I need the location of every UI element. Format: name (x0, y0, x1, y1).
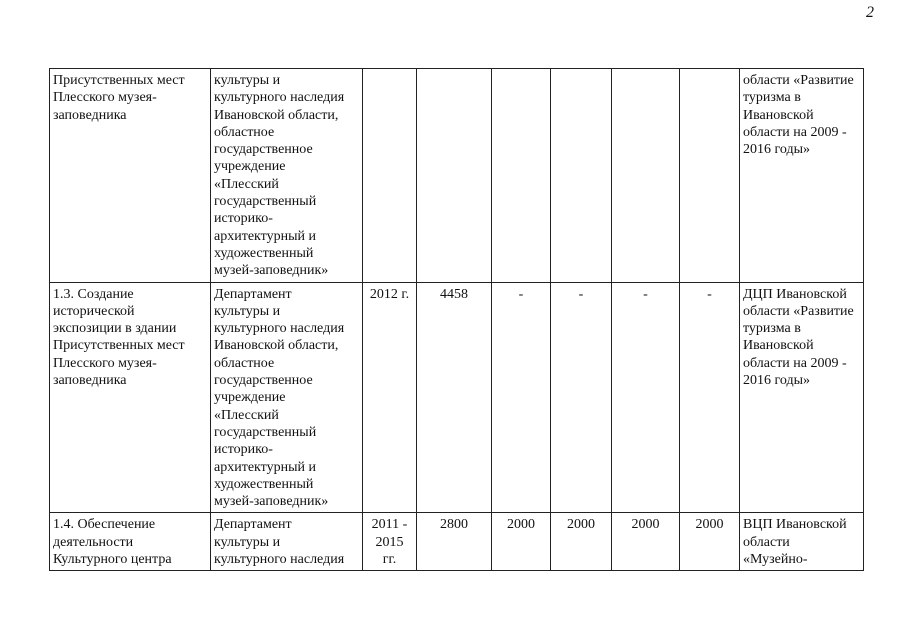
cell-v4: - (679, 281, 740, 514)
cell-v2: - (550, 281, 612, 514)
cell-source: ДЦП Ивановской области «Развитие туризма… (739, 281, 864, 514)
cell-v3 (611, 68, 680, 283)
cell-source: области «Развитие туризма в Ивановской о… (739, 68, 864, 283)
cell-source: ВЦП Ивановской области «Музейно- (739, 512, 864, 572)
cell-total: 2800 (416, 512, 492, 572)
cell-v3: - (611, 281, 680, 514)
cell-period (362, 68, 417, 283)
cell-v2 (550, 68, 612, 283)
cell-period: 2011 - 2015 гг. (362, 512, 417, 572)
cell-v1 (491, 68, 551, 283)
cell-name: 1.4. Обеспечение деятельности Культурног… (49, 512, 211, 572)
program-table: Присутственных мест Плесского музея- зап… (49, 68, 864, 572)
table-row: Присутственных мест Плесского музея- зап… (49, 68, 864, 283)
cell-v3: 2000 (611, 512, 680, 572)
cell-period: 2012 г. (362, 281, 417, 514)
cell-total (416, 68, 492, 283)
cell-total: 4458 (416, 281, 492, 514)
table-row: 1.3. Создание исторической экспозиции в … (49, 281, 864, 514)
cell-v4 (679, 68, 740, 283)
cell-name: Присутственных мест Плесского музея- зап… (49, 68, 211, 283)
cell-v2: 2000 (550, 512, 612, 572)
page-number: 2 (866, 4, 874, 21)
cell-executor: Департамент культуры и культурного насле… (210, 512, 363, 572)
cell-v1: 2000 (491, 512, 551, 572)
cell-v1: - (491, 281, 551, 514)
cell-executor: культуры и культурного наследия Ивановск… (210, 68, 363, 283)
cell-executor: Департамент культуры и культурного насле… (210, 281, 363, 514)
cell-v4: 2000 (679, 512, 740, 572)
table-row: 1.4. Обеспечение деятельности Культурног… (49, 512, 864, 572)
cell-name: 1.3. Создание исторической экспозиции в … (49, 281, 211, 514)
